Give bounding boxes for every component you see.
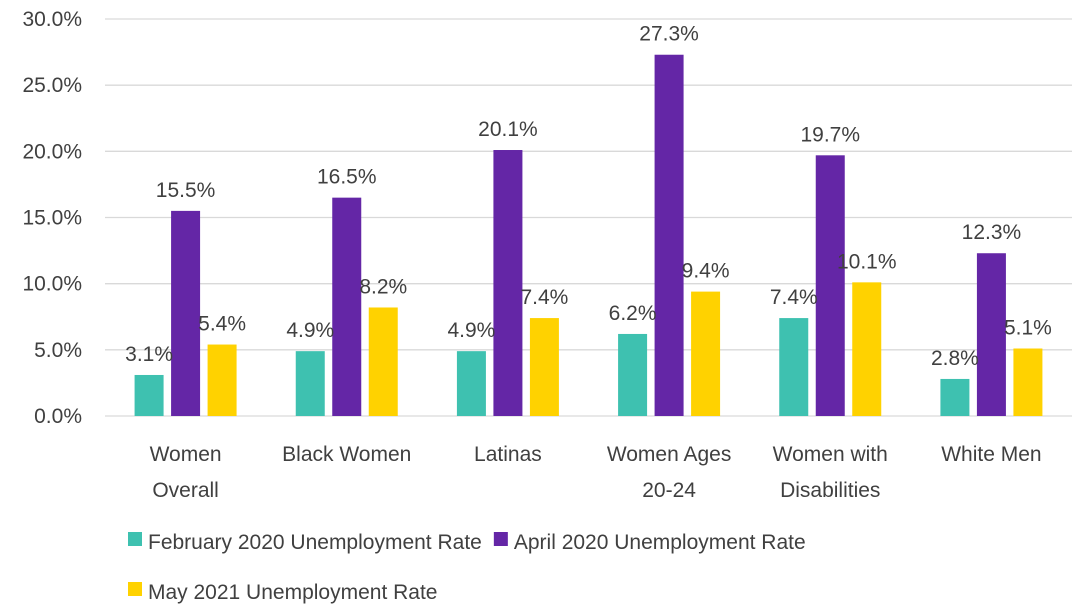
- y-tick-label: 15.0%: [22, 207, 82, 230]
- bar: [654, 54, 684, 416]
- y-tick-label: 25.0%: [22, 74, 82, 97]
- category-label: White Men: [941, 443, 1041, 466]
- legend-label: May 2021 Unemployment Rate: [148, 581, 437, 604]
- bar: [207, 344, 237, 416]
- data-label: 27.3%: [639, 23, 699, 46]
- bar: [493, 150, 523, 416]
- bar: [691, 291, 721, 416]
- category-label: Latinas: [474, 443, 542, 466]
- bar: [815, 155, 845, 416]
- data-label: 6.2%: [609, 302, 657, 325]
- data-label: 3.1%: [125, 343, 173, 366]
- y-tick-label: 5.0%: [34, 339, 82, 362]
- data-label: 5.4%: [198, 313, 246, 336]
- data-label: 12.3%: [962, 221, 1022, 244]
- category-label: Black Women: [282, 443, 411, 466]
- data-label: 4.9%: [286, 319, 334, 342]
- bar: [134, 374, 164, 416]
- bar: [332, 197, 362, 416]
- y-tick-label: 10.0%: [22, 273, 82, 296]
- bar: [456, 351, 486, 416]
- legend-label: April 2020 Unemployment Rate: [514, 531, 806, 554]
- y-tick-label: 0.0%: [34, 405, 82, 428]
- data-label: 5.1%: [1004, 317, 1052, 340]
- data-label: 16.5%: [317, 166, 377, 189]
- category-label: Women: [150, 443, 222, 466]
- category-label: 20-24: [642, 479, 696, 502]
- legend-swatch: [128, 532, 142, 546]
- bar: [171, 210, 201, 416]
- bar: [529, 318, 559, 416]
- legend-swatch: [128, 582, 142, 596]
- bar: [940, 378, 970, 416]
- data-label: 20.1%: [478, 118, 538, 141]
- y-tick-label: 30.0%: [22, 8, 82, 31]
- data-label: 19.7%: [800, 123, 860, 146]
- category-label: Women Ages: [607, 443, 732, 466]
- data-label: 15.5%: [156, 179, 216, 202]
- data-label: 8.2%: [359, 275, 407, 298]
- bar: [368, 307, 398, 416]
- data-label: 2.8%: [931, 347, 979, 370]
- bar: [779, 318, 809, 416]
- category-label: Women with: [773, 443, 888, 466]
- data-label: 10.1%: [837, 250, 897, 273]
- legend-swatch: [493, 532, 508, 546]
- data-label: 9.4%: [682, 260, 730, 283]
- category-label: Overall: [152, 479, 219, 502]
- bar: [618, 333, 648, 416]
- data-label: 7.4%: [520, 286, 568, 309]
- bar: [852, 282, 882, 416]
- bar: [1013, 348, 1043, 416]
- category-label: Disabilities: [780, 479, 880, 502]
- data-label: 7.4%: [770, 286, 818, 309]
- bar: [976, 253, 1006, 416]
- y-tick-label: 20.0%: [22, 140, 82, 163]
- legend-label: February 2020 Unemployment Rate: [148, 531, 482, 554]
- data-label: 4.9%: [447, 319, 495, 342]
- bar: [295, 351, 325, 416]
